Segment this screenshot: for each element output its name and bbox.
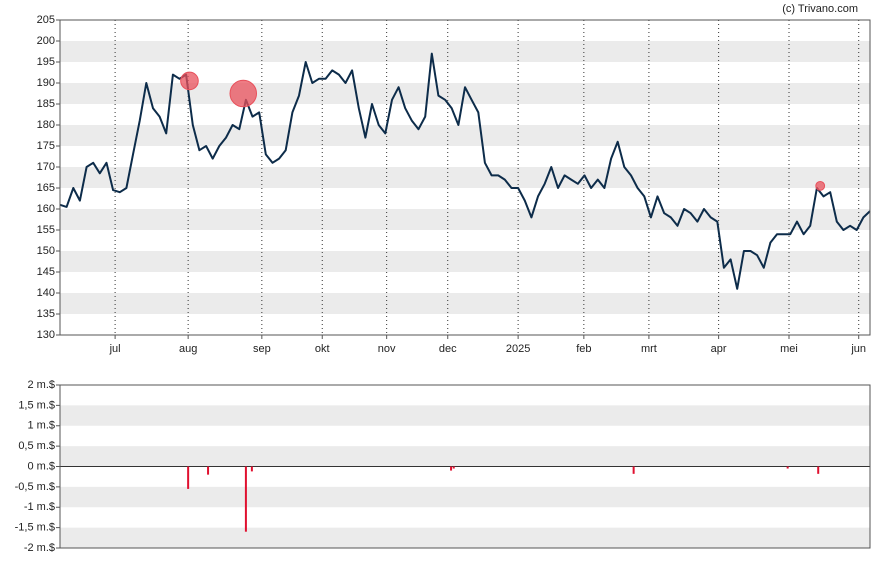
trade-marker [229,79,257,108]
grid-band [60,83,870,104]
y-tick-label: 170 [37,161,55,173]
y-tick-label: 205 [37,14,55,26]
grid-band [60,125,870,146]
grid-band [60,167,870,188]
y-tick-label: 135 [37,308,55,320]
bar [632,466,635,474]
bar [244,466,247,532]
price-line [59,52,871,290]
y-tick-label: 140 [37,287,55,299]
grid-band [60,41,870,62]
x-tick-label: feb [576,343,591,355]
grid-band [60,251,870,272]
plot-frame [59,384,871,549]
x-tick-label: jul [109,343,121,355]
x-tick-label: 2025 [506,343,530,355]
bar [250,466,253,472]
y-tick-label: 0 m.$ [27,460,55,472]
y-tick-label: -0,5 m.$ [15,481,55,493]
y-tick-label: 145 [37,266,55,278]
y-tick-label: 160 [37,203,55,215]
y-tick-label: 150 [37,245,55,257]
y-tick-label: 0,5 m.$ [18,440,55,452]
source: (c) Trivano.com [782,3,858,15]
y-tick-label: 195 [37,56,55,68]
y-tick-label: 185 [37,98,55,110]
x-tick-label: mrt [641,343,657,355]
y-tick-label: 190 [37,77,55,89]
y-tick-label: 200 [37,35,55,47]
y-tick-label: 130 [37,329,55,341]
y-tick-label: -1,5 m.$ [15,522,55,534]
y-tick-label: -2 m.$ [24,542,55,554]
y-tick-label: 1 m.$ [27,420,55,432]
x-tick-label: dec [439,343,457,355]
bar [452,466,455,469]
bar [187,466,190,489]
grid-band [60,527,870,548]
y-tick-label: 155 [37,224,55,236]
grid-band [60,446,870,467]
y-tick-label: -1 m.$ [24,501,55,513]
bar [817,466,820,474]
bar [786,466,789,469]
y-tick-label: 180 [37,119,55,131]
x-tick-label: nov [378,343,396,355]
x-tick-label: apr [711,343,727,355]
bar [207,466,210,475]
y-tick-label: 2 m.$ [27,379,55,391]
bar [450,466,453,471]
grid-band [60,209,870,230]
x-tick-label: jun [850,343,866,355]
y-tick-label: 1,5 m.$ [18,399,55,411]
grid-band [60,486,870,508]
trade-marker [180,71,199,91]
x-tick-label: aug [179,343,197,355]
y-tick-label: 175 [37,140,55,152]
plot-frame [59,19,871,336]
trade-marker [815,180,826,191]
x-tick-label: sep [253,343,271,355]
grid-band [60,293,870,314]
x-tick-label: mei [780,343,798,355]
x-tick-label: okt [315,343,330,355]
grid-band [60,405,870,426]
y-tick-label: 165 [37,182,55,194]
